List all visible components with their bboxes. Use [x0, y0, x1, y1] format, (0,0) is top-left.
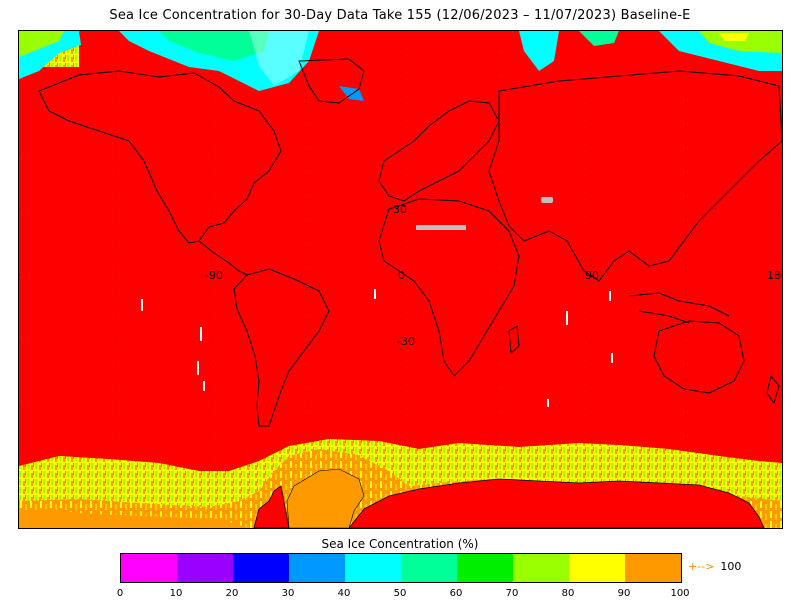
colorbar-segment — [289, 554, 345, 582]
colorbar-tick-label: 40 — [337, 588, 351, 599]
map-title: Sea Ice Concentration for 30-Day Data Ta… — [109, 8, 691, 23]
colorbar-tick-label: 50 — [393, 588, 407, 599]
lon-label-90e: 90 — [585, 269, 599, 282]
lon-label-0: 0 — [398, 269, 405, 282]
colorbar-tick-label: 10 — [169, 588, 183, 599]
lat-label-30s: -30 — [397, 335, 415, 348]
colorbar-tick-label: 0 — [116, 588, 124, 599]
colorbar-overflow: +--> 100 — [688, 560, 741, 573]
colorbar-segment — [569, 554, 625, 582]
no-data-tibet — [541, 197, 553, 203]
lat-label-30n: 30 — [393, 203, 407, 216]
lon-label-180: 180 — [767, 269, 782, 282]
colorbar-segment — [121, 554, 177, 582]
colorbar-segment — [401, 554, 457, 582]
colorbar-tick-label: 20 — [225, 588, 239, 599]
colorbar-segment — [177, 554, 233, 582]
overflow-arrow-icon: +--> — [688, 560, 715, 573]
colorbar-segment — [233, 554, 289, 582]
colorbar-tick-label: 60 — [449, 588, 463, 599]
colorbar-tick-label: 90 — [617, 588, 631, 599]
colorbar-segment — [625, 554, 681, 582]
antarctic-ice — [19, 439, 782, 528]
no-data-sahara — [416, 225, 466, 230]
colorbar-segment — [513, 554, 569, 582]
colorbar-tick-label: 70 — [505, 588, 519, 599]
swath-gaps — [141, 289, 613, 407]
colorbar-tick-label: 100 — [670, 588, 690, 599]
sea-ice-map: 30 -30 -90 0 90 180 — [18, 30, 783, 529]
colorbar-tick-label: 80 — [561, 588, 575, 599]
colorbar — [120, 553, 682, 583]
map-canvas — [19, 31, 782, 528]
coastlines — [38, 58, 782, 427]
colorbar-title: Sea Ice Concentration (%) — [321, 537, 479, 551]
overflow-label: 100 — [720, 560, 742, 573]
colorbar-segment — [457, 554, 513, 582]
lon-label-90w: -90 — [205, 269, 223, 282]
arctic-ice — [19, 31, 782, 101]
colorbar-tick-label: 30 — [281, 588, 295, 599]
colorbar-segment — [345, 554, 401, 582]
